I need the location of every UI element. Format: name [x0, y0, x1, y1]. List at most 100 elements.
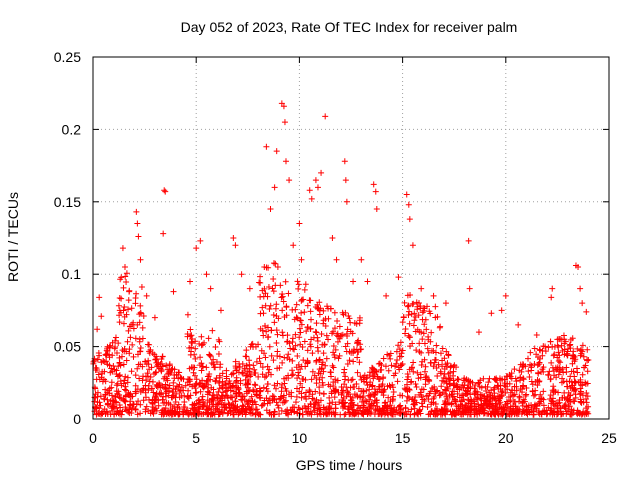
- data-point: [152, 405, 159, 412]
- data-point: [124, 338, 131, 345]
- data-point: [551, 351, 558, 358]
- data-point: [533, 351, 540, 358]
- data-point: [192, 355, 199, 362]
- data-point: [547, 400, 554, 407]
- data-point: [139, 335, 146, 342]
- data-point: [210, 356, 217, 363]
- data-point: [418, 386, 425, 393]
- data-point: [498, 307, 505, 314]
- data-point: [313, 380, 320, 387]
- data-point: [129, 341, 136, 348]
- data-point: [143, 292, 150, 299]
- data-point: [334, 377, 341, 384]
- data-point: [266, 306, 273, 313]
- data-point: [279, 290, 286, 297]
- data-point: [559, 366, 566, 373]
- data-point: [518, 410, 525, 417]
- data-point: [117, 395, 124, 402]
- data-point: [215, 379, 222, 386]
- data-point: [330, 349, 337, 356]
- data-point: [292, 399, 299, 406]
- data-point: [294, 375, 301, 382]
- data-point: [329, 362, 336, 369]
- data-point: [137, 256, 144, 263]
- data-point: [152, 369, 159, 376]
- data-point: [189, 401, 196, 408]
- data-point: [116, 295, 123, 302]
- data-point: [447, 408, 454, 415]
- data-point: [426, 308, 433, 315]
- data-point: [454, 390, 461, 397]
- data-point: [170, 379, 177, 386]
- data-point: [272, 282, 279, 289]
- data-point: [313, 329, 320, 336]
- data-point: [380, 405, 387, 412]
- data-point: [245, 368, 252, 375]
- data-point: [408, 378, 415, 385]
- data-point: [297, 317, 304, 324]
- data-point: [197, 354, 204, 361]
- data-point: [274, 331, 281, 338]
- data-point: [278, 407, 285, 414]
- data-point: [520, 376, 527, 383]
- data-point: [297, 380, 304, 387]
- y-tick-label: 0.25: [54, 49, 81, 65]
- data-point: [264, 388, 271, 395]
- data-point: [150, 389, 157, 396]
- data-point: [271, 184, 278, 191]
- data-point: [315, 370, 322, 377]
- data-point: [319, 359, 326, 366]
- data-point: [342, 177, 349, 184]
- data-point: [513, 383, 520, 390]
- data-point: [432, 356, 439, 363]
- data-point: [341, 366, 348, 373]
- data-point: [481, 393, 488, 400]
- data-point: [405, 311, 412, 318]
- data-point: [405, 386, 412, 393]
- data-point: [550, 387, 557, 394]
- data-point: [303, 328, 310, 335]
- data-point: [561, 346, 568, 353]
- data-point: [506, 380, 513, 387]
- data-point: [205, 381, 212, 388]
- data-point: [106, 354, 113, 361]
- data-point: [304, 347, 311, 354]
- x-axis-label: GPS time / hours: [296, 457, 403, 473]
- data-point: [232, 242, 239, 249]
- data-point: [289, 345, 296, 352]
- data-point: [538, 368, 545, 375]
- data-point: [191, 364, 198, 371]
- data-point: [280, 298, 287, 305]
- data-point: [132, 335, 139, 342]
- data-point: [115, 340, 122, 347]
- data-point: [311, 404, 318, 411]
- data-point: [288, 372, 295, 379]
- data-point: [376, 376, 383, 383]
- data-point: [175, 369, 182, 376]
- data-point: [197, 380, 204, 387]
- data-point: [278, 388, 285, 395]
- data-point: [551, 343, 558, 350]
- data-point: [110, 404, 117, 411]
- data-point: [356, 359, 363, 366]
- data-point: [190, 369, 197, 376]
- data-point: [299, 375, 306, 382]
- data-point: [112, 344, 119, 351]
- data-point: [257, 310, 264, 317]
- data-point: [394, 378, 401, 385]
- data-point: [103, 358, 110, 365]
- data-point: [322, 315, 329, 322]
- data-point: [347, 328, 354, 335]
- data-point: [439, 357, 446, 364]
- data-point: [246, 285, 253, 292]
- data-point: [556, 364, 563, 371]
- data-point: [409, 242, 416, 249]
- data-point: [279, 293, 286, 300]
- data-point: [272, 260, 279, 267]
- data-point: [418, 400, 425, 407]
- data-point: [558, 342, 565, 349]
- data-point: [471, 385, 478, 392]
- data-point: [539, 347, 546, 354]
- data-point: [404, 393, 411, 400]
- data-point: [517, 361, 524, 368]
